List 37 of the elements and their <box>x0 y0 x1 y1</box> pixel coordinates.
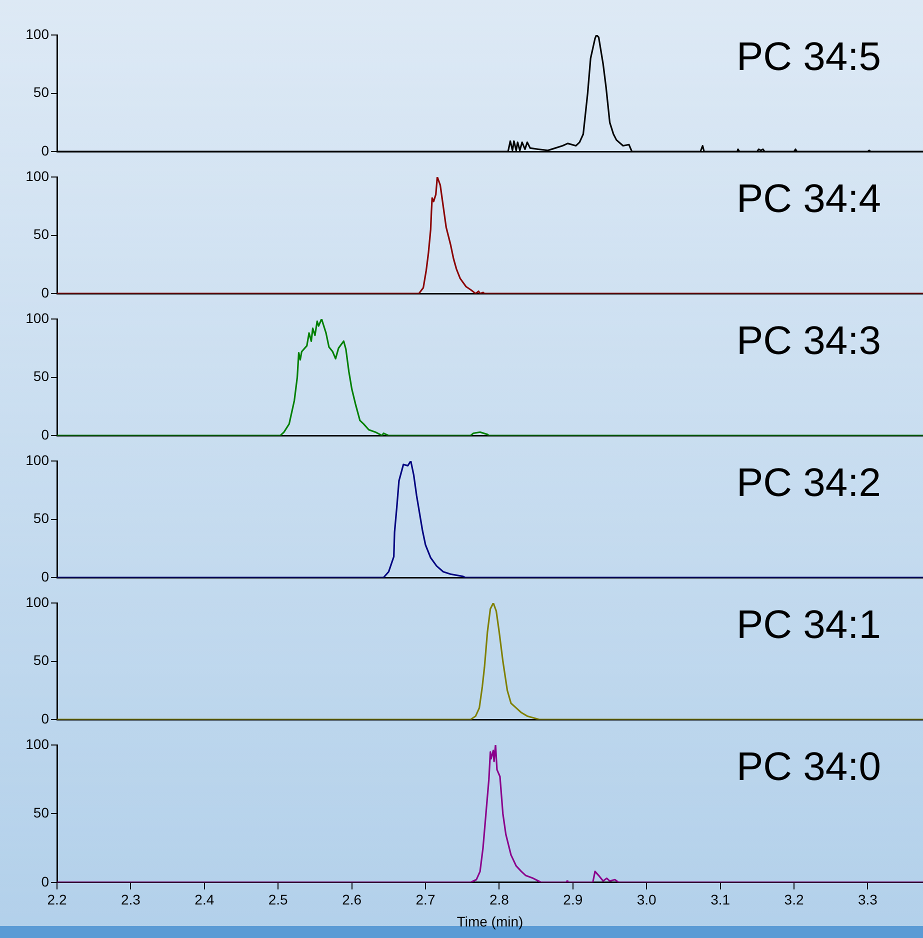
x-tick-label: 2.6 <box>342 892 362 908</box>
y-tick-label: 0 <box>41 710 50 726</box>
x-tick-label: 2.2 <box>47 892 67 908</box>
annotation: PC 34:3 <box>736 319 881 364</box>
y-tick-label: 50 <box>33 510 50 526</box>
x-tick-label: 3.3 <box>858 892 878 908</box>
y-tick-label: 50 <box>33 652 50 668</box>
annotation: PC 34:0 <box>736 745 881 790</box>
y-tick-label: 50 <box>33 226 50 242</box>
x-tick-label: 3.1 <box>710 892 730 908</box>
y-tick-label: 100 <box>26 26 50 42</box>
y-tick-label: 0 <box>41 873 50 890</box>
y-tick-label: 100 <box>26 168 50 184</box>
x-axis-title: Time (min) <box>456 913 524 930</box>
y-tick-label: 0 <box>41 426 50 442</box>
x-tick-label: 2.8 <box>489 892 510 908</box>
x-tick-label: 2.3 <box>120 892 141 908</box>
y-tick-label: 50 <box>33 84 50 100</box>
y-tick-label: 50 <box>33 368 50 384</box>
x-tick-label: 2.9 <box>563 892 583 908</box>
x-tick-label: 2.5 <box>268 892 288 908</box>
annotation: PC 34:2 <box>736 461 881 506</box>
y-tick-label: 100 <box>26 310 50 326</box>
y-tick-label: 0 <box>41 284 50 300</box>
y-tick-label: 0 <box>41 142 50 158</box>
y-tick-label: 50 <box>33 804 50 821</box>
x-tick-label: 3.0 <box>636 892 657 908</box>
y-tick-label: 100 <box>26 736 50 752</box>
y-tick-label: 100 <box>26 452 50 468</box>
x-tick-label: 2.4 <box>194 892 214 908</box>
annotation: PC 34:1 <box>736 603 881 648</box>
x-tick-label: 3.2 <box>784 892 804 908</box>
y-tick-label: 100 <box>26 594 50 610</box>
y-tick-label: 0 <box>41 568 50 584</box>
annotation: PC 34:4 <box>736 177 881 222</box>
annotation: PC 34:5 <box>736 35 881 80</box>
x-tick-label: 2.7 <box>416 892 436 908</box>
